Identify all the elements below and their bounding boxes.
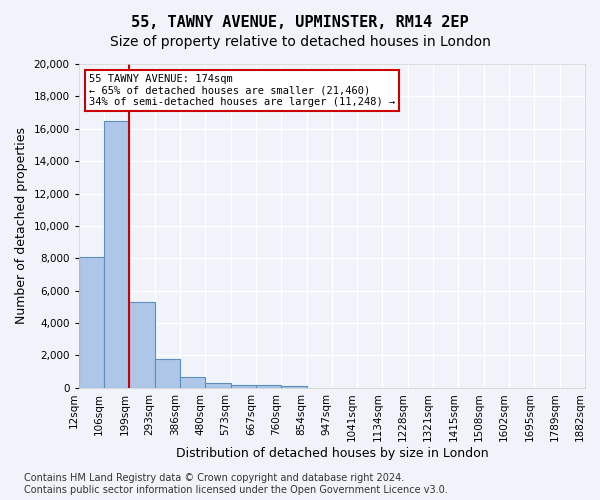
Bar (281, 386, 307, 388)
Text: 55 TAWNY AVENUE: 174sqm
← 65% of detached houses are smaller (21,460)
34% of sem: 55 TAWNY AVENUE: 174sqm ← 65% of detache… (89, 74, 395, 107)
Y-axis label: Number of detached properties: Number of detached properties (15, 128, 28, 324)
Bar (256, 386, 281, 388)
Bar (130, 302, 155, 388)
Bar (230, 384, 256, 388)
X-axis label: Distribution of detached houses by size in London: Distribution of detached houses by size … (176, 447, 488, 460)
Bar (205, 383, 230, 388)
Text: Contains HM Land Registry data © Crown copyright and database right 2024.
Contai: Contains HM Land Registry data © Crown c… (24, 474, 448, 495)
Bar (104, 120, 130, 388)
Bar (180, 378, 205, 388)
Text: Size of property relative to detached houses in London: Size of property relative to detached ho… (110, 35, 490, 49)
Bar (155, 360, 180, 388)
Text: 55, TAWNY AVENUE, UPMINSTER, RM14 2EP: 55, TAWNY AVENUE, UPMINSTER, RM14 2EP (131, 15, 469, 30)
Bar (79, 258, 104, 388)
